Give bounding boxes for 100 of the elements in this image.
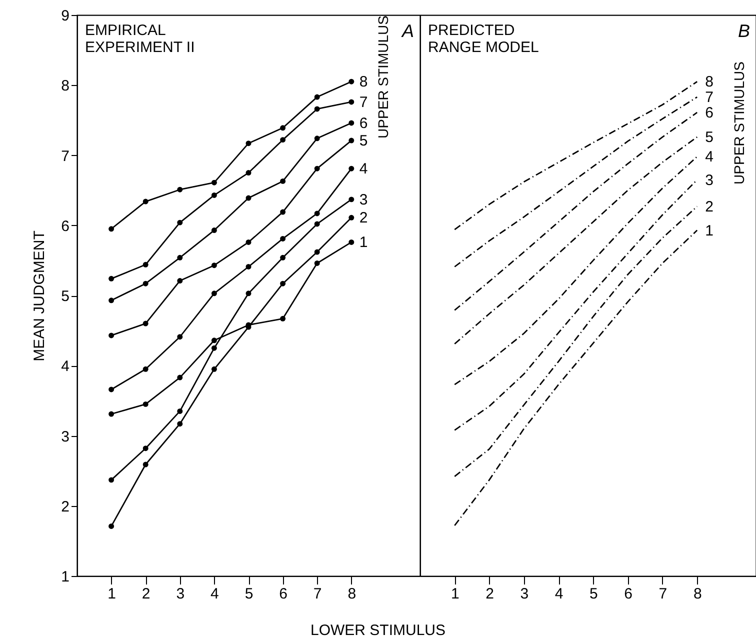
point xyxy=(211,228,217,234)
point xyxy=(280,209,286,215)
point xyxy=(177,374,183,380)
point xyxy=(211,180,217,186)
point xyxy=(314,221,320,227)
point xyxy=(211,338,217,344)
point xyxy=(314,136,320,142)
x-tick-label: 5 xyxy=(590,586,598,602)
y-tick-label: 5 xyxy=(61,288,70,305)
point xyxy=(246,290,252,296)
point xyxy=(108,226,114,232)
point xyxy=(314,106,320,112)
point xyxy=(314,166,320,172)
point xyxy=(348,120,354,126)
point xyxy=(177,254,183,260)
series-label: 3 xyxy=(705,172,714,189)
point xyxy=(246,140,252,146)
point xyxy=(108,411,114,417)
y-tick-label: 7 xyxy=(61,148,70,165)
point xyxy=(177,408,183,414)
series-label: 1 xyxy=(705,222,714,240)
x-tick-label: 7 xyxy=(658,586,668,602)
point xyxy=(348,214,354,220)
point xyxy=(142,198,148,204)
series-label: 6 xyxy=(359,114,368,132)
series-label: 2 xyxy=(359,210,368,227)
y-tick-label: 8 xyxy=(61,78,70,95)
y-tick-label: 3 xyxy=(61,428,70,446)
point xyxy=(348,78,354,84)
x-tick-label: 2 xyxy=(486,586,494,602)
point xyxy=(142,401,148,407)
series-label: 5 xyxy=(705,129,714,146)
point xyxy=(280,316,286,322)
x-tick-label: 2 xyxy=(142,586,150,602)
point xyxy=(108,298,114,304)
point xyxy=(348,138,354,144)
point xyxy=(108,276,114,282)
x-tick-label: 4 xyxy=(554,586,564,602)
x-tick-label: 3 xyxy=(520,586,529,602)
point xyxy=(142,462,148,468)
point xyxy=(280,236,286,242)
y-tick-label: 1 xyxy=(61,568,70,586)
x-tick-label: 4 xyxy=(210,586,219,602)
series-label: 6 xyxy=(705,104,714,122)
point xyxy=(177,278,183,284)
point xyxy=(280,280,286,286)
series-label: 1 xyxy=(359,234,368,252)
x-tick-label: 6 xyxy=(624,586,633,602)
point xyxy=(348,196,354,202)
x-tick-label: 1 xyxy=(450,586,460,602)
legend-title: UPPER STIMULUS xyxy=(731,62,747,184)
point xyxy=(246,170,252,176)
point xyxy=(177,186,183,192)
point xyxy=(142,446,148,452)
point xyxy=(348,166,354,172)
x-tick-label: 5 xyxy=(244,586,254,602)
point xyxy=(142,320,148,326)
x-tick-label: 8 xyxy=(693,586,702,602)
point xyxy=(314,210,320,216)
text: EMPIRICAL EXPERIMENT II xyxy=(85,22,195,56)
x-tick-label: 6 xyxy=(279,586,288,602)
x-tick-label: 3 xyxy=(176,586,185,602)
text: PREDICTED RANGE MODEL xyxy=(428,22,539,56)
x-axis-title: LOWER STIMULUS xyxy=(309,622,446,639)
point xyxy=(108,523,114,529)
point xyxy=(177,220,183,226)
series-label: 4 xyxy=(705,148,714,166)
legend-title: UPPER STIMULUS xyxy=(375,16,391,138)
point xyxy=(348,239,354,245)
series-label: 2 xyxy=(705,198,714,216)
y-tick-label: 2 xyxy=(61,498,70,516)
point xyxy=(177,421,183,427)
point xyxy=(177,334,183,340)
x-tick-label: 1 xyxy=(108,586,116,602)
x-tick-label: 8 xyxy=(348,586,356,602)
series-label: 5 xyxy=(359,132,368,150)
point xyxy=(211,290,217,296)
point xyxy=(314,260,320,266)
series-label: 7 xyxy=(359,94,368,111)
series-label: 8 xyxy=(705,74,714,91)
point xyxy=(211,345,217,351)
series-label: 3 xyxy=(359,191,368,208)
y-axis-title: MEAN JUDGMENT xyxy=(31,230,48,362)
point xyxy=(280,254,286,260)
point xyxy=(348,99,354,105)
point xyxy=(246,264,252,270)
x-tick-label: 7 xyxy=(313,586,322,602)
point xyxy=(314,249,320,255)
series-label: 7 xyxy=(705,89,714,106)
point xyxy=(142,366,148,372)
point xyxy=(108,477,114,483)
point xyxy=(280,178,286,184)
point xyxy=(142,262,148,268)
point xyxy=(280,125,286,131)
point xyxy=(142,280,148,286)
annotation: A xyxy=(400,21,414,41)
point xyxy=(246,239,252,245)
series-label: 4 xyxy=(359,160,368,178)
series-label: 8 xyxy=(359,74,368,91)
y-tick-label: 9 xyxy=(61,8,70,24)
